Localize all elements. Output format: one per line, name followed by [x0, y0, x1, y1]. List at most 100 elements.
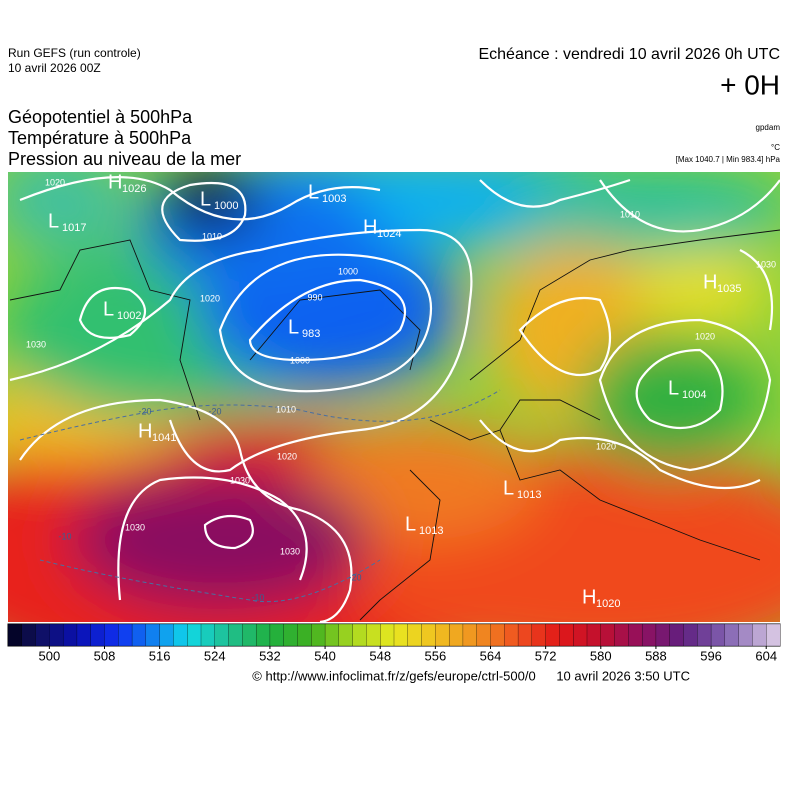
colorbar-swatch: [297, 623, 312, 647]
pressure-value: 1013: [419, 525, 443, 537]
colorbar-swatch: [35, 623, 50, 647]
colorbar-swatch: [710, 623, 726, 647]
colorbar-swatch: [504, 623, 519, 647]
colorbar-swatch: [145, 623, 161, 647]
colorbar-swatch: [352, 623, 367, 647]
colorbar-swatch: [21, 623, 37, 647]
colorbar-swatch: [462, 623, 478, 647]
colorbar-swatch: [752, 623, 767, 647]
colorbar-swatch: [242, 623, 257, 647]
pressure-letter: H: [108, 171, 122, 193]
colorbar-label: 524: [204, 648, 226, 663]
colorbar-swatch: [490, 623, 505, 647]
colorbar-swatch: [228, 623, 243, 647]
colorbar-label: 572: [535, 648, 557, 663]
colorbar-label: 540: [314, 648, 336, 663]
colorbar-swatch: [159, 623, 174, 647]
isobar-label: 1010: [202, 231, 222, 241]
colorbar-swatch: [628, 623, 643, 647]
colorbar-swatch: [766, 623, 781, 647]
source-url: © http://www.infoclimat.fr/z/gefs/europe…: [252, 668, 535, 683]
pressure-letter: L: [405, 513, 416, 535]
temperature-label: -10: [58, 531, 71, 541]
colorbar-swatch: [380, 623, 395, 647]
colorbar-swatch: [738, 623, 753, 647]
pressure-extremes: [Max 1040.7 | Min 983.4] hPa: [676, 155, 781, 164]
isobar-label: 1000: [338, 266, 358, 276]
isobar-label: 1030: [125, 522, 145, 532]
field-2: Température à 500hPa: [8, 128, 192, 148]
colorbar-label: 596: [700, 648, 722, 663]
pressure-letter: H: [138, 420, 152, 442]
colorbar-swatch: [531, 623, 547, 647]
isobar-label: 1020: [200, 293, 220, 303]
colorbar-swatch: [435, 623, 450, 647]
colorbar-swatch: [269, 623, 285, 647]
temperature-label: -20: [208, 406, 221, 416]
isobar-label: 990: [307, 292, 322, 302]
forecast-time: Echéance : vendredi 10 avril 2026 0h UTC: [478, 46, 780, 63]
pressure-value: 1002: [117, 310, 141, 322]
isobar-label: 1030: [756, 259, 776, 269]
colorbar-swatch: [724, 623, 740, 647]
isobar-label: 1030: [230, 475, 250, 485]
colorbar-swatch: [655, 623, 671, 647]
pressure-value: 1000: [214, 200, 238, 212]
isobar-label: 1030: [26, 339, 46, 349]
colorbar-swatch: [173, 623, 188, 647]
colorbar-swatch: [641, 623, 657, 647]
pressure-letter: L: [308, 181, 319, 203]
colorbar-swatch: [421, 623, 436, 647]
pressure-value: 1013: [517, 489, 541, 501]
unit-temperature: °C: [771, 143, 780, 152]
pressure-letter: L: [288, 316, 299, 338]
pressure-value: 1026: [122, 183, 146, 195]
unit-geopotential: gpdam: [756, 123, 781, 132]
pressure-value: 1003: [322, 193, 346, 205]
pressure-letter: H: [582, 586, 596, 608]
pressure-value: 1041: [152, 432, 176, 444]
isobar-label: 1000: [290, 355, 310, 365]
colorbar-swatch: [104, 623, 119, 647]
isobar-label: 1030: [280, 546, 300, 556]
colorbar-swatch: [366, 623, 381, 647]
colorbar-label: 604: [755, 648, 777, 663]
temperature-label: -10: [251, 592, 264, 602]
colorbar-label: 580: [590, 648, 612, 663]
pressure-letter: L: [48, 210, 59, 232]
colorbar-swatch: [407, 623, 423, 647]
colorbar-label: 564: [480, 648, 502, 663]
pressure-value: 1004: [682, 389, 706, 401]
colorbar-swatch: [131, 623, 147, 647]
colorbar-swatch: [76, 623, 92, 647]
field-1: Géopotentiel à 500hPa: [8, 107, 193, 127]
colorbar-label: 532: [259, 648, 281, 663]
colorbar-swatch: [559, 623, 574, 647]
pressure-value: 1035: [717, 283, 741, 295]
colorbar-swatch: [62, 623, 78, 647]
colorbar-swatch: [517, 623, 533, 647]
isobar-label: 1020: [277, 451, 297, 461]
isobar-label: 1020: [596, 441, 616, 451]
isobar-label: 1010: [276, 404, 296, 414]
pressure-value: 1020: [596, 598, 620, 610]
colorbar-swatch: [324, 623, 340, 647]
colorbar-swatch: [669, 623, 684, 647]
colorbar-swatch: [200, 623, 216, 647]
pressure-letter: H: [703, 271, 717, 293]
colorbar-label: 500: [39, 648, 61, 663]
pressure-letter: H: [363, 216, 377, 238]
colorbar-swatch: [214, 623, 230, 647]
colorbar-swatch: [600, 623, 616, 647]
colorbar-swatch: [683, 623, 698, 647]
pressure-value: 1024: [377, 228, 401, 240]
colorbar-swatch: [338, 623, 354, 647]
colorbar-swatch: [393, 623, 409, 647]
colorbar-swatch: [448, 623, 464, 647]
colorbar-swatch: [283, 623, 298, 647]
pressure-value: 983: [302, 328, 320, 340]
pressure-letter: L: [503, 477, 514, 499]
colorbar-label: 508: [94, 648, 116, 663]
